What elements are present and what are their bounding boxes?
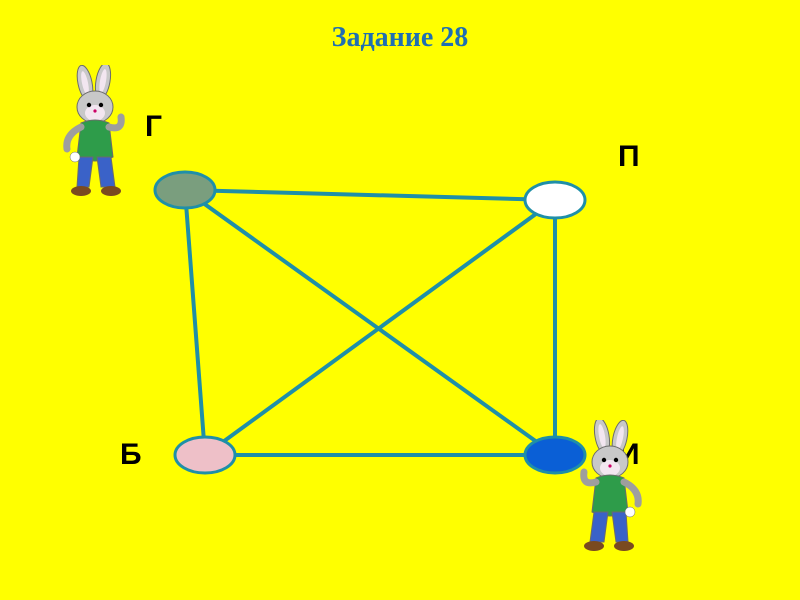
graph-edge xyxy=(185,190,205,455)
node-label: Г xyxy=(145,110,162,144)
graph-node xyxy=(175,437,235,473)
graph-node xyxy=(155,172,215,208)
bunny-icon xyxy=(55,65,145,210)
graph-edge xyxy=(185,190,555,200)
graph-node xyxy=(525,182,585,218)
bunny-icon xyxy=(560,420,650,565)
slide-stage: Задание 28 ГПБИ xyxy=(0,0,800,600)
graph-edge xyxy=(185,190,555,455)
node-label: П xyxy=(618,140,640,174)
node-label: Б xyxy=(120,438,142,472)
